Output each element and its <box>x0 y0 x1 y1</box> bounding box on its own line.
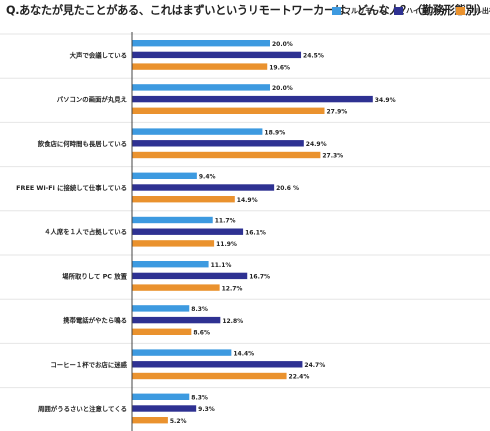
bar <box>132 172 197 179</box>
data-label: 5.2% <box>170 418 187 425</box>
category-label: コーヒー１杯でお店に迷惑 <box>50 360 127 369</box>
data-label: 9.4% <box>199 174 216 181</box>
legend-label: フルリモート <box>344 7 386 15</box>
legend-item-full-remote: フルリモート <box>332 6 386 16</box>
data-label: 27.9% <box>327 109 348 116</box>
data-label: 24.5% <box>303 53 324 60</box>
legend-swatch <box>332 7 341 15</box>
legend: フルリモート ハイブリット フル出社 <box>332 6 490 16</box>
chart-title: Q.あなたが見たことがある、これはまずいというリモートワーカーは、どんな人？（勤… <box>6 4 488 17</box>
data-label: 34.9% <box>375 97 396 104</box>
legend-swatch <box>455 7 465 15</box>
data-label: 24.9% <box>306 141 327 148</box>
data-label: 11.1% <box>211 262 232 269</box>
bar <box>132 316 221 324</box>
data-label: 8.3% <box>191 395 208 402</box>
bar <box>132 95 373 103</box>
bar <box>132 63 268 70</box>
bar <box>132 261 209 268</box>
data-label: 22.4% <box>289 374 310 381</box>
legend-item-full-office: フル出社 <box>455 6 490 16</box>
data-label: 19.6% <box>269 64 290 71</box>
bar-chart: 大声で会議している 20.0% 24.5% 19.6% パソコンの画面が丸見え 20.0%… <box>0 32 490 431</box>
bar <box>132 328 192 335</box>
bar <box>132 272 248 280</box>
data-label: 12.7% <box>222 285 243 292</box>
bar <box>132 216 213 224</box>
bar <box>132 84 270 91</box>
data-label: 27.3% <box>322 153 343 160</box>
bar <box>132 417 168 424</box>
bar <box>132 107 325 114</box>
category-label: ４人席を１人で占拠している <box>44 227 127 236</box>
data-label: 14.9% <box>237 197 258 204</box>
data-label: 16.1% <box>245 229 266 236</box>
data-label: 20.6 % <box>276 185 299 192</box>
bar <box>132 393 190 400</box>
bar <box>132 405 197 412</box>
data-label: 20.0% <box>272 41 293 48</box>
bar <box>132 372 287 380</box>
bar <box>132 240 215 247</box>
bar <box>132 196 235 203</box>
legend-label: フル出社 <box>467 7 490 15</box>
category-label: FREE Wi-Fi に接続して仕事している <box>16 183 127 192</box>
bar <box>132 284 220 291</box>
data-label: 16.7% <box>249 274 270 281</box>
bar <box>132 40 270 47</box>
bar <box>132 305 190 312</box>
bar <box>132 184 275 191</box>
data-label: 20.0% <box>272 85 293 92</box>
category-label: 飲食店に何時間も長居している <box>37 139 127 148</box>
data-label: 8.6% <box>193 330 210 337</box>
data-label: 11.9% <box>216 241 237 248</box>
bar <box>132 361 303 368</box>
category-label: 携帯電話がやたら鳴る <box>63 316 127 325</box>
legend-swatch <box>394 7 403 15</box>
category-label: 大声で会議している <box>70 50 127 59</box>
data-label: 12.8% <box>222 318 243 325</box>
category-label: 周囲がうるさいと注意してくる <box>38 404 127 413</box>
data-label: 24.7% <box>304 362 325 369</box>
bar <box>132 349 232 356</box>
legend-item-hybrid: ハイブリット <box>394 6 448 16</box>
data-label: 11.7% <box>215 218 236 225</box>
legend-label: ハイブリット <box>406 7 448 15</box>
bar <box>132 228 244 235</box>
category-label: 場所取りして PC 放置 <box>62 271 127 280</box>
bar <box>132 51 302 59</box>
data-label: 14.4% <box>233 350 254 357</box>
bar <box>132 140 304 147</box>
bar <box>132 128 263 135</box>
data-label: 9.3% <box>198 406 215 413</box>
data-label: 8.3% <box>191 306 208 313</box>
data-label: 18.9% <box>264 129 285 136</box>
category-label: パソコンの画面が丸見え <box>57 95 127 104</box>
bar <box>132 151 321 159</box>
